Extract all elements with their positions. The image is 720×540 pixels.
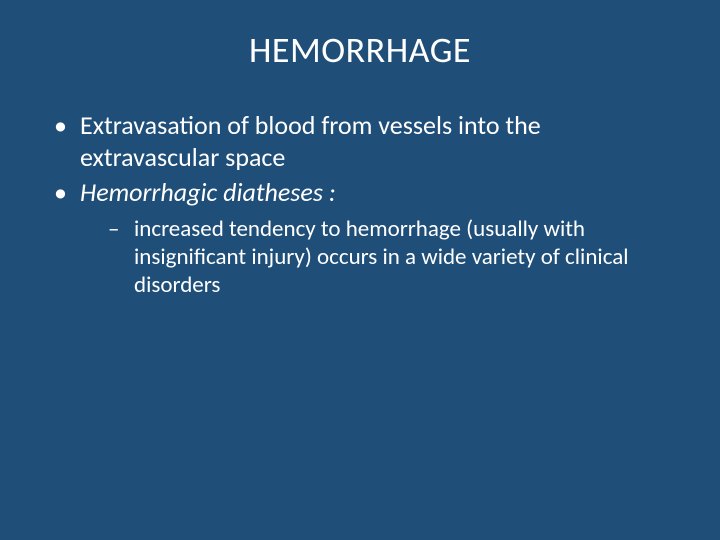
bullet-item: Extravasation of blood from vessels into… (50, 110, 670, 173)
sub-bullet-item: increased tendency to hemorrhage (usuall… (108, 215, 670, 299)
bullet-list-level1: Extravasation of blood from vessels into… (50, 110, 670, 299)
bullet-text: Extravasation of blood from vessels into… (80, 109, 541, 173)
bullet-item: Hemorrhagic diatheses : increased tenden… (50, 177, 670, 299)
bullet-list-level2: increased tendency to hemorrhage (usuall… (80, 215, 670, 299)
slide-title: HEMORRHAGE (50, 28, 670, 72)
bullet-text: Hemorrhagic diatheses : (80, 176, 336, 208)
slide: HEMORRHAGE Extravasation of blood from v… (0, 0, 720, 540)
sub-bullet-text: increased tendency to hemorrhage (usuall… (134, 215, 629, 299)
